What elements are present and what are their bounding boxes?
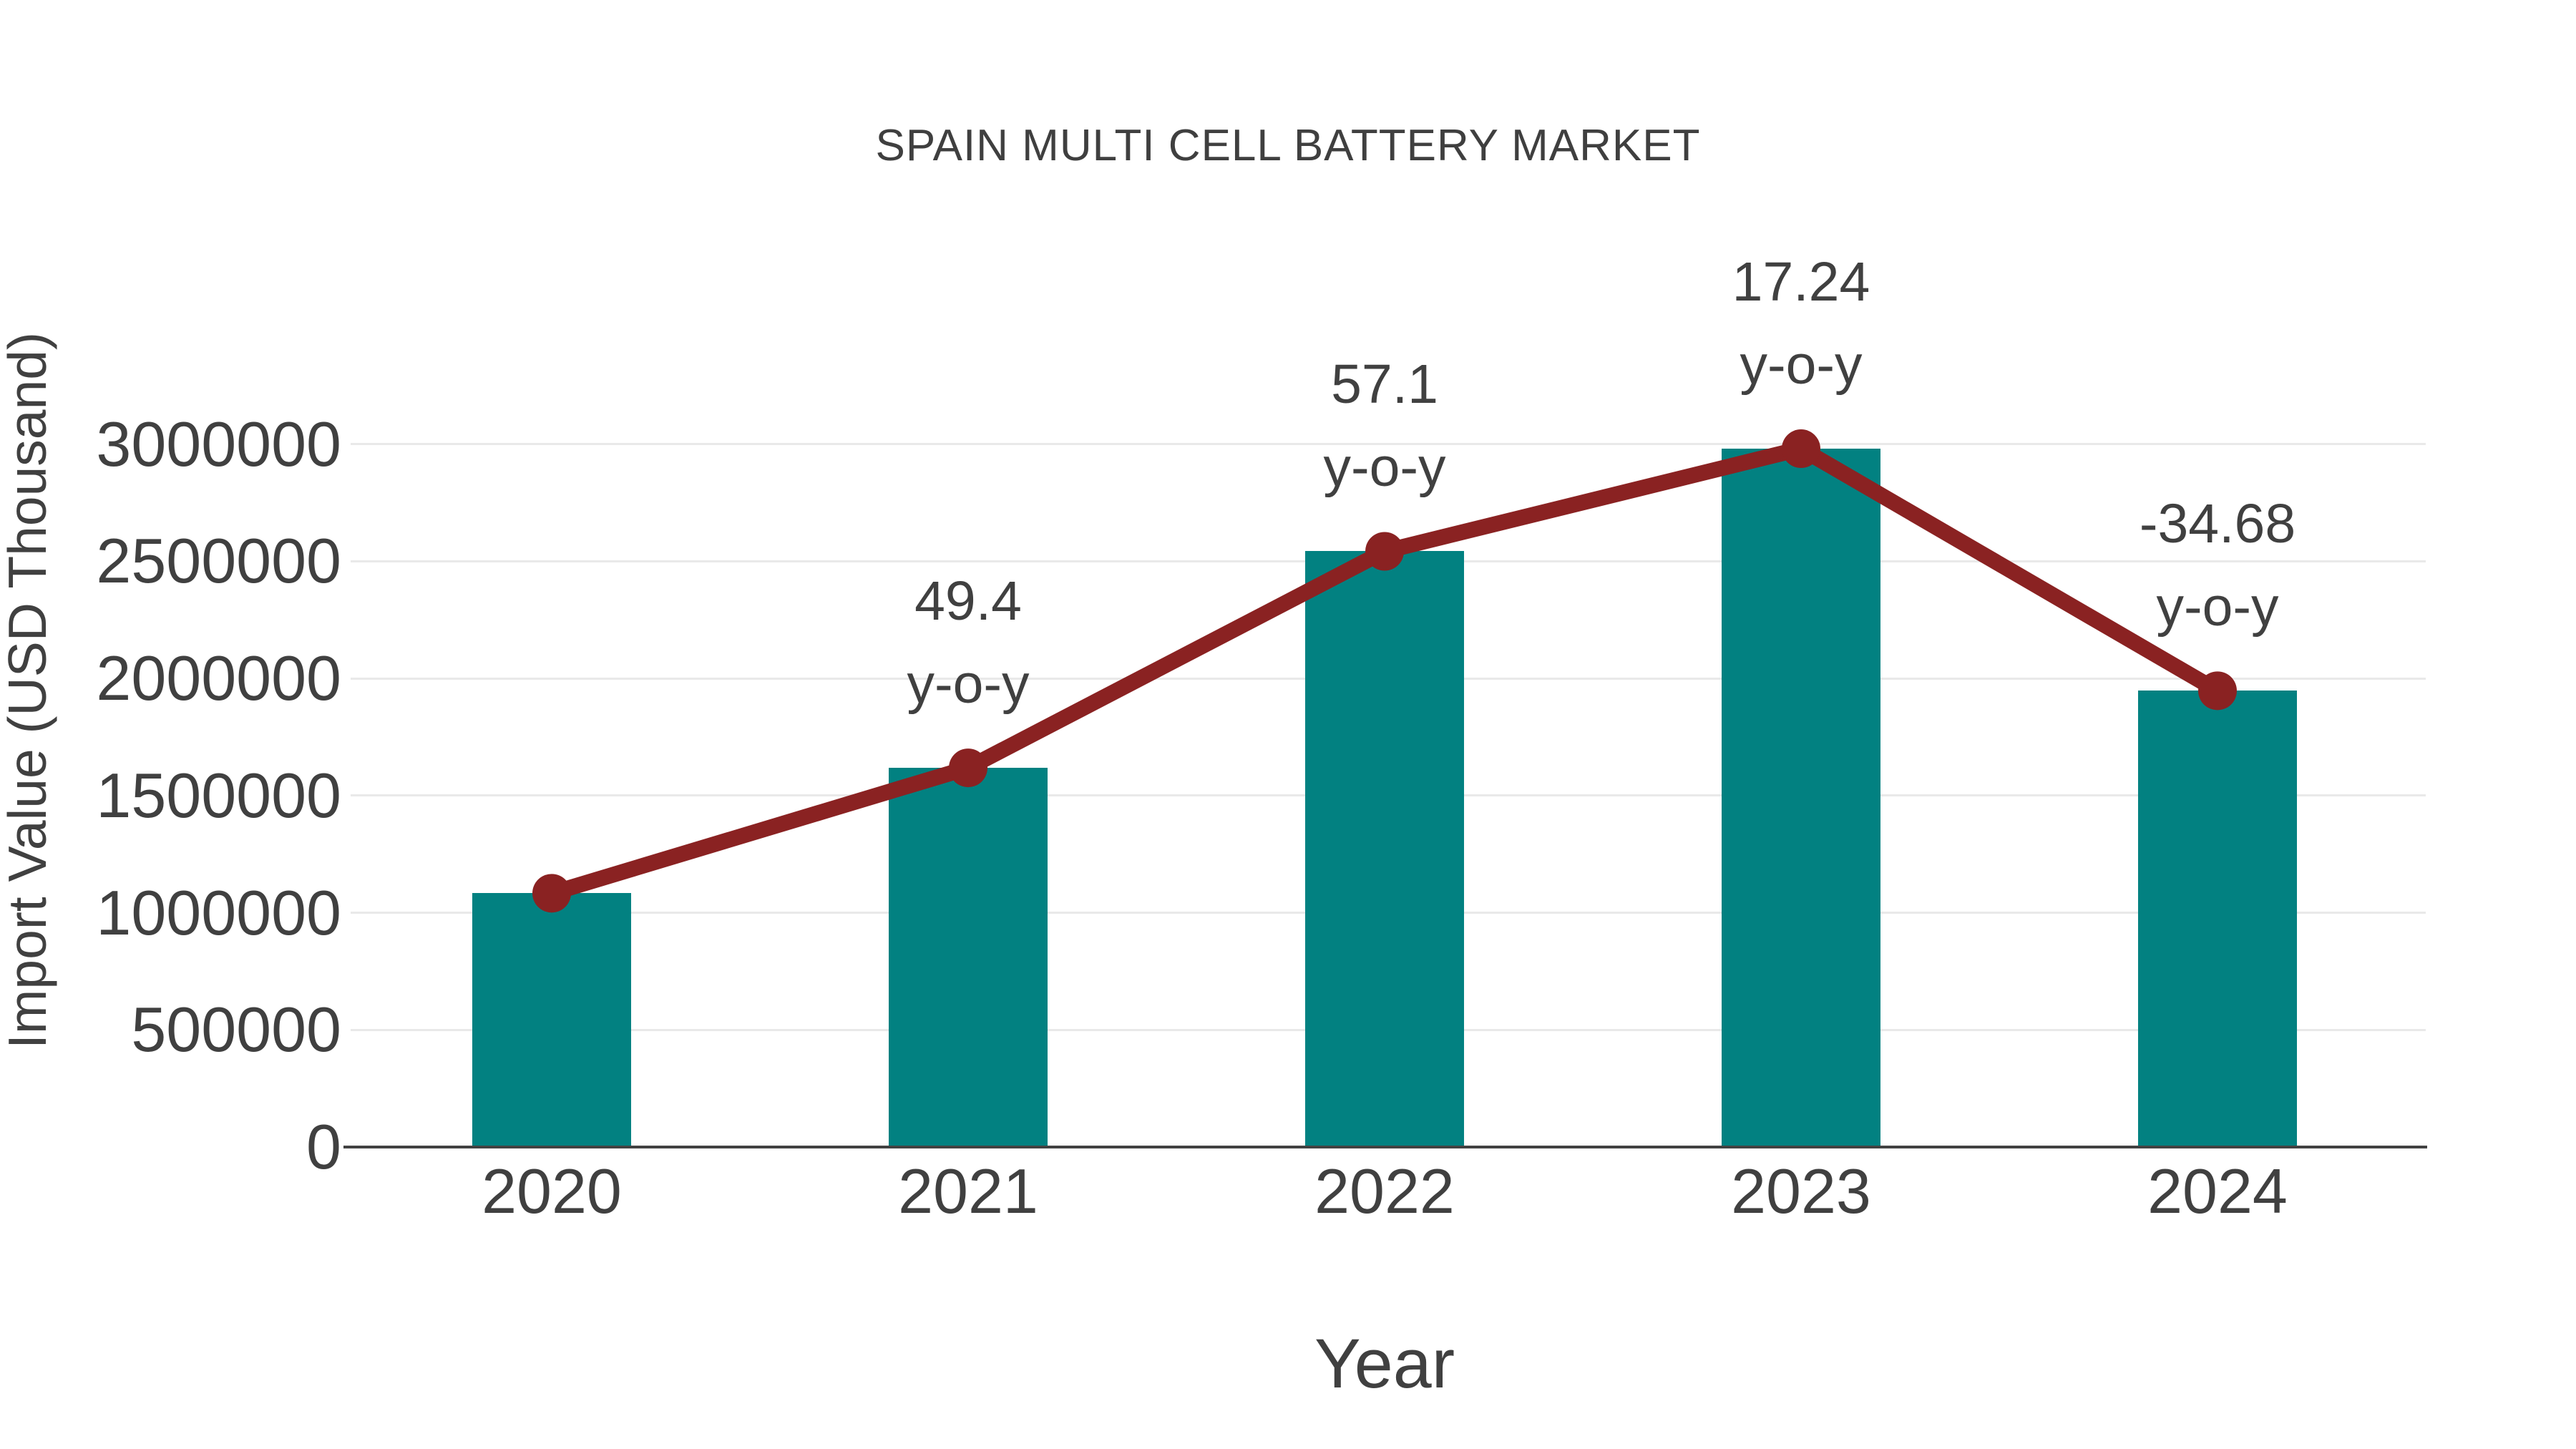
- annotation-2023: 17.24 y-o-y: [1551, 240, 2051, 406]
- y-tick-label: 1500000: [96, 759, 341, 831]
- x-tick-label-2021: 2021: [898, 1156, 1038, 1226]
- bar-2022: [1305, 551, 1464, 1147]
- annotation-suffix: y-o-y: [2156, 576, 2279, 638]
- bar-2021: [889, 768, 1048, 1147]
- y-tick-label: 2500000: [96, 525, 341, 597]
- x-tick-label-2022: 2022: [1314, 1156, 1455, 1226]
- marker-2022: [1365, 532, 1404, 571]
- annotation-value: 49.4: [914, 570, 1022, 633]
- bar-2020: [472, 893, 631, 1147]
- annotation-2021: 49.4 y-o-y: [718, 560, 1219, 726]
- marker-2024: [2198, 671, 2237, 711]
- y-tick-label: 1000000: [96, 877, 341, 948]
- marker-2023: [1782, 429, 1820, 469]
- chart-title: SPAIN MULTI CELL BATTERY MARKET: [875, 121, 1701, 170]
- y-tick-label: 2000000: [96, 643, 341, 713]
- y-tick-label: 0: [306, 1111, 341, 1182]
- annotation-2024: -34.68 y-o-y: [1967, 482, 2468, 648]
- x-tick-label-2020: 2020: [482, 1156, 622, 1226]
- x-tick-label-2023: 2023: [1731, 1156, 1871, 1226]
- y-tick-label: 3000000: [96, 408, 341, 479]
- annotation-suffix: y-o-y: [907, 653, 1030, 716]
- x-tick-label-2024: 2024: [2147, 1156, 2288, 1226]
- annotation-value: 57.1: [1331, 353, 1438, 416]
- bar-2024: [2138, 691, 2297, 1147]
- annotation-suffix: y-o-y: [1740, 334, 1863, 396]
- y-tick-label: 500000: [131, 994, 341, 1065]
- bar-2023: [1722, 449, 1880, 1147]
- annotation-suffix: y-o-y: [1323, 436, 1446, 499]
- marker-2021: [949, 748, 987, 788]
- marker-2020: [532, 874, 571, 913]
- annotation-value: 17.24: [1732, 251, 1870, 313]
- x-axis-title: Year: [1314, 1324, 1455, 1402]
- x-axis-line: [343, 1146, 2427, 1148]
- annotation-2022: 57.1 y-o-y: [1134, 343, 1635, 509]
- annotation-value: -34.68: [2139, 493, 2296, 555]
- gridline: [351, 443, 2426, 445]
